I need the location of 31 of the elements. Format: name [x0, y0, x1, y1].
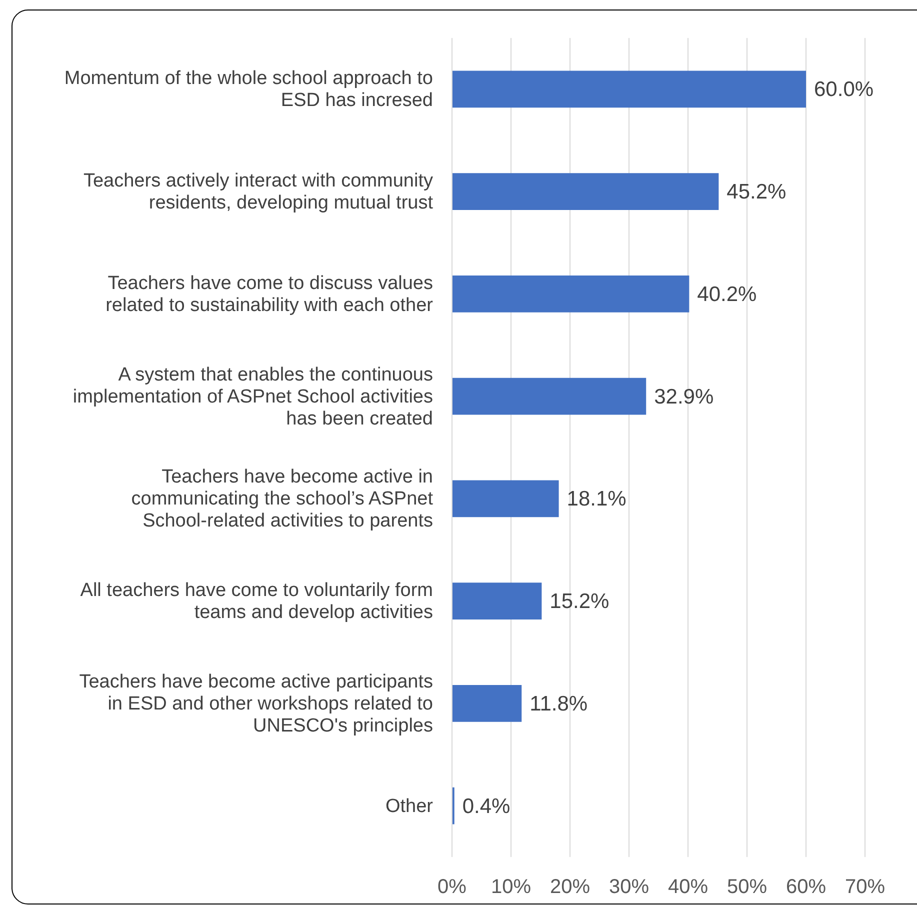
y-tick-label: Teachers have become active in communicating the school’s ASPnet School-related activities to parents	[131, 466, 434, 532]
data-label: 15.2%	[550, 590, 610, 614]
data-label: 40.2%	[697, 282, 757, 306]
y-tick-label: Momentum of the whole school approach to ESD has incresed	[64, 68, 433, 112]
bar	[452, 70, 806, 108]
x-tick-label: 0%	[438, 876, 467, 898]
y-tick-label: All teachers have come to voluntarily form teams and develop activities	[80, 580, 433, 624]
y-tick-label: Teachers actively interact with community residents, developing mutual trust	[83, 170, 434, 214]
x-tick-label: 40%	[668, 876, 708, 898]
bar	[452, 378, 646, 415]
data-label: 11.8%	[530, 692, 588, 716]
bar	[452, 173, 719, 210]
data-label: 32.9%	[654, 385, 714, 408]
x-tick-label: 30%	[608, 876, 650, 898]
y-tick-label: Teachers have become active participants in ESD and other workshops related to UNESCO's principles	[79, 671, 433, 736]
x-tick-label: 70%	[844, 876, 886, 898]
bar	[452, 685, 522, 722]
bar	[452, 480, 559, 518]
y-tick-label: Other	[385, 796, 434, 817]
data-label: 60.0%	[814, 78, 874, 102]
x-tick-label: 20%	[550, 876, 590, 898]
x-tick-label: 60%	[786, 876, 826, 898]
bar	[452, 276, 690, 312]
data-label: 18.1%	[566, 488, 626, 511]
bar	[452, 582, 542, 620]
y-tick-label: Teachers have come to discuss values related to sustainability with each other	[106, 272, 434, 316]
data-label: 0.4%	[462, 794, 510, 818]
data-label: 45.2%	[726, 180, 786, 204]
x-tick-label: 50%	[726, 876, 768, 898]
y-tick-label: A system that enables the continuous implementation of ASPnet School activities has been created	[72, 364, 433, 430]
x-tick-label: 10%	[490, 876, 532, 898]
